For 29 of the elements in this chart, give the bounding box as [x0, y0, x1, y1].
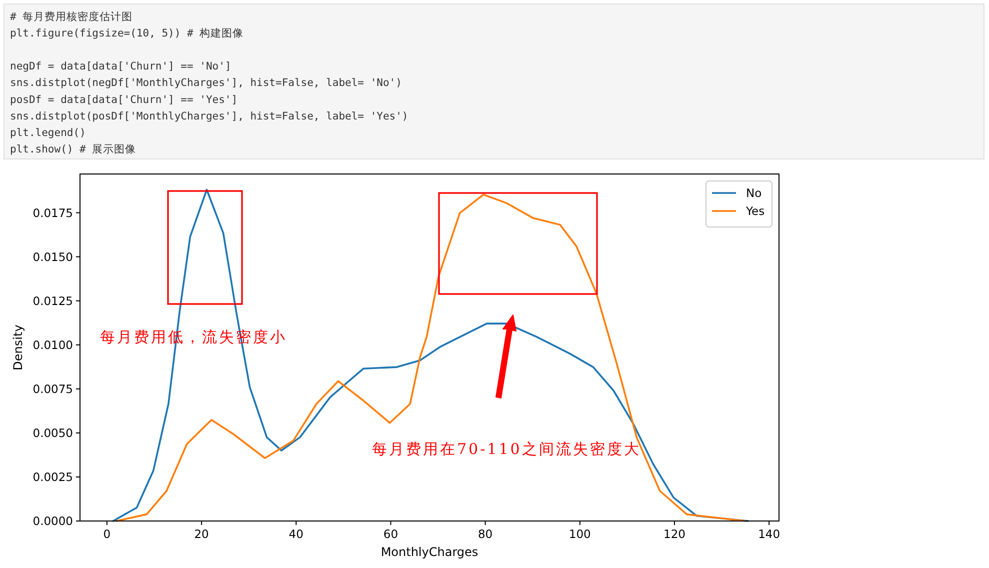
text: plt.figure(figsize=(10, 5)) # 构建图像 — [10, 26, 244, 40]
y-tick-label: 0.0000 — [32, 514, 73, 528]
x-tick-label: 140 — [758, 527, 780, 541]
x-tick-label: 60 — [383, 527, 398, 541]
annotation: 每月费用在70-110之间流失密度大 — [372, 440, 641, 458]
x-tick-label: 120 — [664, 527, 686, 541]
y-tick-label: 0.0175 — [32, 206, 73, 220]
x-tick-label: 100 — [568, 527, 591, 541]
legend-label: No — [746, 186, 762, 200]
text: negDf = data[data['Churn'] == 'No'] — [10, 60, 232, 73]
y-tick-label: 0.0150 — [32, 250, 73, 264]
y-tick-label: 0.0025 — [32, 470, 73, 484]
legend-label: Yes — [745, 204, 765, 218]
text: sns.distplot(posDf['MonthlyCharges'], hist=False, label= 'Yes') — [10, 110, 408, 122]
y-tick-label: 0.0125 — [32, 294, 73, 308]
y-tick-label: 0.0100 — [32, 338, 73, 352]
text: sns.distplot(negDf['MonthlyCharges'], hist=False, label= 'No') — [10, 77, 402, 90]
x-axis-title: MonthlyCharges — [380, 545, 478, 559]
y-tick-label: 0.0050 — [32, 426, 73, 440]
text: posDf = data[data['Churn'] == 'Yes'] — [10, 94, 238, 106]
y-tick-label: 0.0075 — [32, 382, 73, 396]
x-tick-label: 80 — [478, 527, 493, 541]
x-tick-label: 40 — [288, 527, 304, 541]
text: # 每月费用核密度估计图 — [10, 10, 133, 23]
x-tick-label: 0 — [103, 527, 111, 541]
x-tick-label: 20 — [194, 527, 209, 541]
text: plt.legend() — [10, 127, 86, 139]
y-axis-title: Density — [11, 324, 25, 370]
text: plt.show() # 展示图像 — [10, 144, 136, 156]
